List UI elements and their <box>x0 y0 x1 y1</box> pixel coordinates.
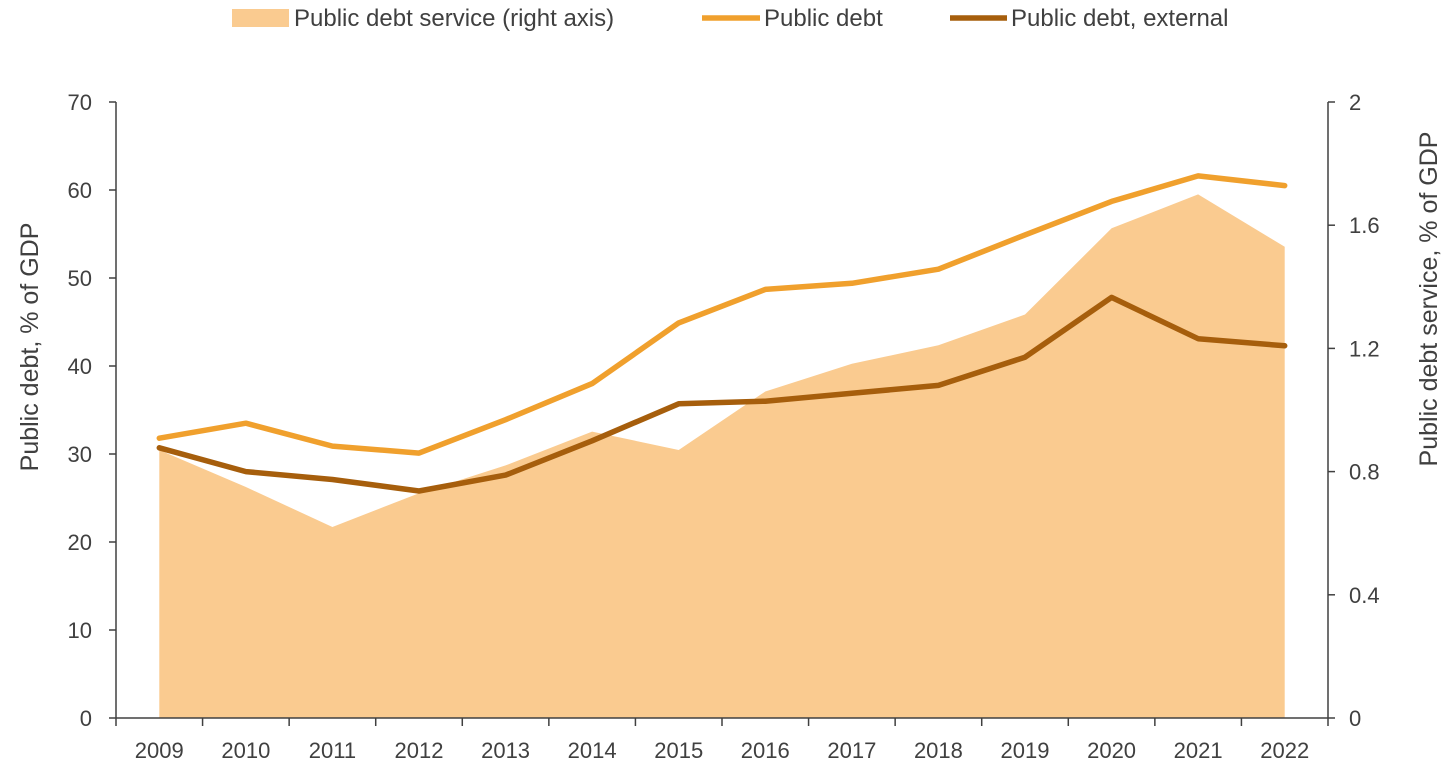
right-y-tick-label: 1.2 <box>1349 336 1380 361</box>
left-y-tick-label: 50 <box>68 266 92 291</box>
x-tick-label: 2019 <box>1001 738 1050 763</box>
legend: Public debt service (right axis) Public d… <box>232 5 1228 32</box>
left-y-axis-title: Public debt, % of GDP <box>16 223 44 472</box>
right-y-axis-title: Public debt service, % of GDP <box>1415 132 1443 467</box>
left-y-tick-label: 30 <box>68 442 92 467</box>
x-tick-label: 2011 <box>309 738 356 763</box>
line-series-public-debt-external <box>156 294 1288 494</box>
x-tick-label: 2020 <box>1087 738 1136 763</box>
legend-label-public-debt: Public debt <box>764 5 883 32</box>
x-tick-label: 2018 <box>914 738 963 763</box>
left-y-tick-label: 40 <box>68 354 92 379</box>
right-y-tick-label: 2 <box>1349 90 1361 115</box>
x-tick-label: 2014 <box>568 738 617 763</box>
left-y-tick-label: 0 <box>80 706 92 731</box>
area-series-debt-service <box>159 194 1285 718</box>
x-tick-label: 2022 <box>1260 738 1309 763</box>
left-y-tick-label: 70 <box>68 90 92 115</box>
left-y-tick-label: 60 <box>68 178 92 203</box>
right-y-tick-label: 0.8 <box>1349 460 1380 485</box>
x-tick-label: 2009 <box>135 738 184 763</box>
legend-label-debt-service: Public debt service (right axis) <box>294 5 614 32</box>
right-y-tick-label: 1.6 <box>1349 213 1380 238</box>
line-series-public-debt <box>156 173 1288 456</box>
x-tick-label: 2010 <box>221 738 270 763</box>
x-tick-label: 2012 <box>395 738 444 763</box>
legend-label-public-debt-external: Public debt, external <box>1011 5 1228 32</box>
x-tick-label: 2015 <box>654 738 703 763</box>
x-tick-label: 2021 <box>1174 738 1223 763</box>
x-tick-label: 2013 <box>481 738 530 763</box>
area-layer <box>159 194 1285 718</box>
axis-layer: 0 10 20 30 40 50 60 70 0 0.4 0.8 1.2 1.6 2 2009 2010 201… <box>16 90 1443 763</box>
legend-swatch-debt-service <box>232 9 289 27</box>
left-y-tick-label: 20 <box>68 530 92 555</box>
x-tick-label: 2016 <box>741 738 790 763</box>
left-y-tick-label: 10 <box>68 618 92 643</box>
x-tick-label: 2017 <box>827 738 876 763</box>
right-y-tick-label: 0.4 <box>1349 583 1380 608</box>
line-layer <box>156 173 1288 494</box>
right-y-tick-label: 0 <box>1349 706 1361 731</box>
